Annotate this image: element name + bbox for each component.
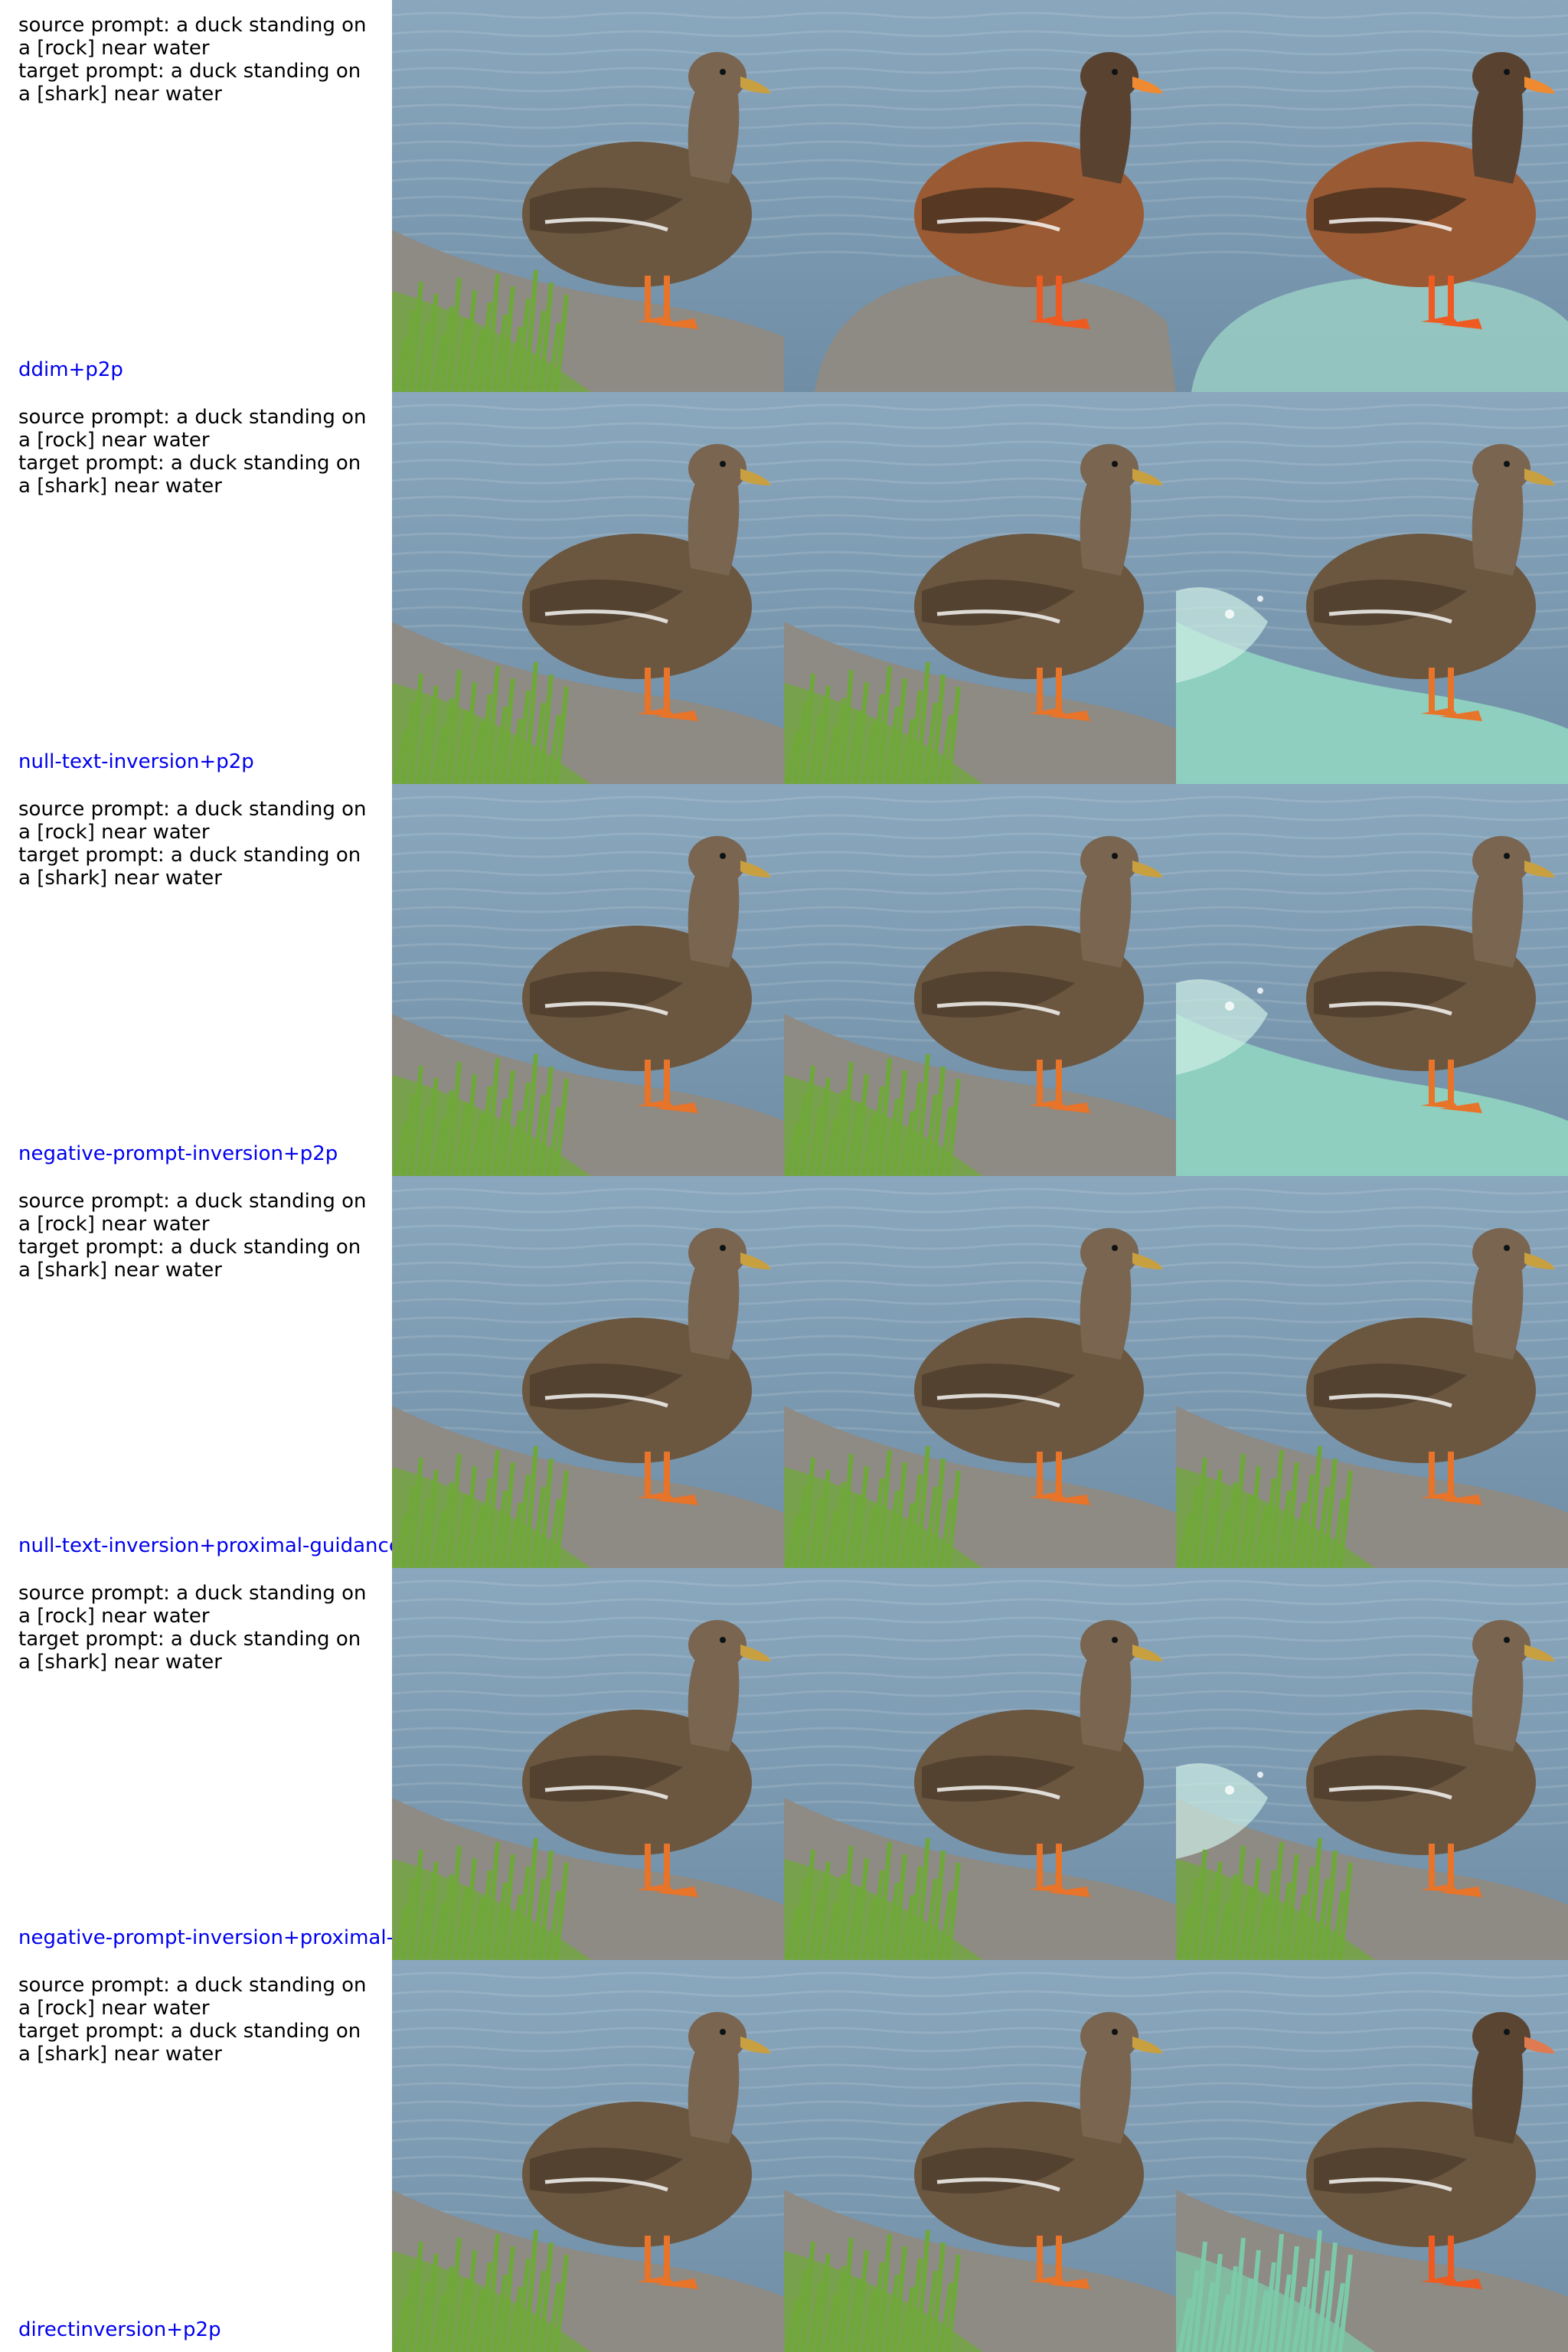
source-prompt: source prompt: a duck standing on a [roc…	[18, 14, 373, 60]
row-label-panel: source prompt: a duck standing on a [roc…	[0, 1568, 392, 1960]
edited-image	[1176, 392, 1568, 784]
target-prompt: target prompt: a duck standing on a [sha…	[18, 1628, 368, 1674]
reconstruction-image	[784, 392, 1176, 784]
prompt-text: source prompt: a duck standing on a [roc…	[18, 1974, 378, 2066]
duck-photo	[392, 1176, 784, 1568]
source-image	[392, 0, 784, 392]
duck-photo	[1176, 392, 1568, 784]
duck-photo	[784, 392, 1176, 784]
source-image	[392, 392, 784, 784]
method-label: negative-prompt-inversion+proximal-guida…	[18, 1926, 392, 1949]
duck-photo	[1176, 1568, 1568, 1960]
duck-photo	[1176, 1176, 1568, 1568]
prompt-text: source prompt: a duck standing on a [roc…	[18, 798, 378, 890]
duck-photo	[392, 1960, 784, 2352]
reconstruction-image	[784, 1568, 1176, 1960]
result-row: source prompt: a duck standing on a [roc…	[0, 1960, 1568, 2352]
duck-photo	[784, 1568, 1176, 1960]
result-row: source prompt: a duck standing on a [roc…	[0, 0, 1568, 392]
row-label-panel: source prompt: a duck standing on a [roc…	[0, 784, 392, 1176]
target-prompt: target prompt: a duck standing on a [sha…	[18, 452, 368, 498]
reconstruction-image	[784, 0, 1176, 392]
method-label: directinversion+p2p	[18, 2318, 221, 2341]
row-label-panel: source prompt: a duck standing on a [roc…	[0, 1960, 392, 2352]
duck-photo	[784, 1960, 1176, 2352]
source-prompt: source prompt: a duck standing on a [roc…	[18, 1974, 373, 2020]
duck-photo	[784, 784, 1176, 1176]
prompt-text: source prompt: a duck standing on a [roc…	[18, 406, 378, 498]
result-row: source prompt: a duck standing on a [roc…	[0, 1176, 1568, 1568]
duck-photo	[1176, 1960, 1568, 2352]
duck-photo	[392, 0, 784, 392]
prompt-text: source prompt: a duck standing on a [roc…	[18, 1582, 378, 1674]
edited-image	[1176, 1568, 1568, 1960]
method-label: null-text-inversion+proximal-guidance	[18, 1534, 392, 1557]
duck-photo	[1176, 784, 1568, 1176]
target-prompt: target prompt: a duck standing on a [sha…	[18, 1236, 368, 1282]
method-label: negative-prompt-inversion+p2p	[18, 1142, 338, 1165]
duck-photo	[784, 0, 1176, 392]
source-image	[392, 1960, 784, 2352]
edited-image	[1176, 1176, 1568, 1568]
target-prompt: target prompt: a duck standing on a [sha…	[18, 60, 368, 106]
duck-photo	[392, 1568, 784, 1960]
source-image	[392, 1176, 784, 1568]
target-prompt: target prompt: a duck standing on a [sha…	[18, 844, 368, 890]
edited-image	[1176, 784, 1568, 1176]
duck-photo	[392, 784, 784, 1176]
reconstruction-image	[784, 1176, 1176, 1568]
source-image	[392, 1568, 784, 1960]
source-image	[392, 784, 784, 1176]
source-prompt: source prompt: a duck standing on a [roc…	[18, 798, 373, 844]
row-label-panel: source prompt: a duck standing on a [roc…	[0, 392, 392, 784]
result-row: source prompt: a duck standing on a [roc…	[0, 784, 1568, 1176]
duck-photo	[392, 392, 784, 784]
source-prompt: source prompt: a duck standing on a [roc…	[18, 1582, 373, 1628]
prompt-text: source prompt: a duck standing on a [roc…	[18, 14, 378, 106]
method-label: null-text-inversion+p2p	[18, 750, 254, 773]
reconstruction-image	[784, 1960, 1176, 2352]
row-label-panel: source prompt: a duck standing on a [roc…	[0, 1176, 392, 1568]
duck-photo	[784, 1176, 1176, 1568]
result-row: source prompt: a duck standing on a [roc…	[0, 392, 1568, 784]
edited-image	[1176, 1960, 1568, 2352]
source-prompt: source prompt: a duck standing on a [roc…	[18, 406, 373, 452]
source-prompt: source prompt: a duck standing on a [roc…	[18, 1190, 373, 1236]
prompt-text: source prompt: a duck standing on a [roc…	[18, 1190, 378, 1282]
result-row: source prompt: a duck standing on a [roc…	[0, 1568, 1568, 1960]
reconstruction-image	[784, 784, 1176, 1176]
row-label-panel: source prompt: a duck standing on a [roc…	[0, 0, 392, 392]
duck-photo	[1176, 0, 1568, 392]
method-label: ddim+p2p	[18, 358, 123, 381]
edited-image	[1176, 0, 1568, 392]
target-prompt: target prompt: a duck standing on a [sha…	[18, 2020, 368, 2066]
